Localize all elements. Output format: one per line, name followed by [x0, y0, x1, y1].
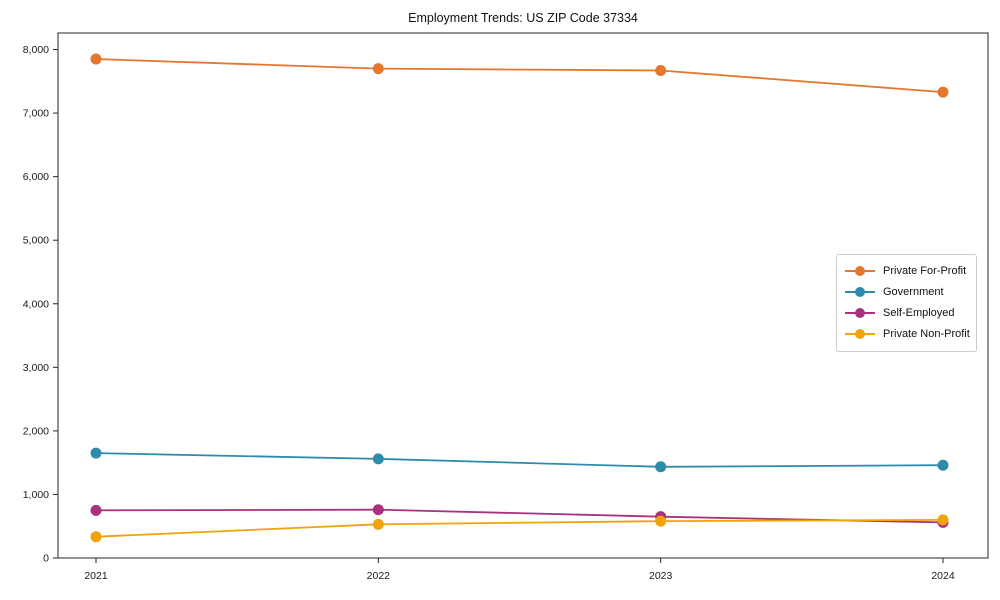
series-point-government: [655, 461, 667, 473]
legend-label: Government: [883, 286, 944, 298]
series-line-government: [95, 452, 944, 468]
series-line-private-non-profit: [95, 518, 944, 538]
legend: Private For-Profit Government Self-Emplo…: [836, 254, 977, 352]
y-axis-tick-label: 8,000: [23, 44, 49, 56]
series-line-self-employed: [95, 508, 944, 524]
y-axis-tick-label: 1,000: [23, 489, 49, 501]
series-point-self-employed: [372, 504, 384, 516]
y-axis-tick-label: 6,000: [23, 171, 49, 183]
legend-item: Government: [845, 282, 968, 302]
series-point-private-for-profit: [655, 65, 667, 76]
legend-item: Private Non-Profit: [845, 324, 970, 344]
series-line-private-for-profit: [95, 58, 944, 94]
series-point-private-non-profit: [655, 515, 667, 527]
x-axis-tick-label: 2022: [367, 570, 391, 582]
legend-item: Private For-Profit: [845, 261, 968, 281]
line-dot-marker-icon: [845, 328, 875, 340]
legend-label: Private Non-Profit: [883, 328, 970, 340]
y-axis-tick-label: 0: [43, 553, 49, 565]
axes-frame: [57, 32, 989, 559]
chart-title: Employment Trends: US ZIP Code 37334: [408, 11, 638, 25]
y-axis-tick-label: 3,000: [23, 362, 49, 374]
series-point-self-employed: [90, 504, 102, 516]
y-axis-tick-label: 5,000: [23, 235, 49, 247]
y-axis-tick-label: 2,000: [23, 425, 49, 437]
y-axis-tick-label: 4,000: [23, 298, 49, 310]
x-axis-tick-label: 2021: [84, 570, 108, 582]
series-point-private-for-profit: [937, 86, 949, 98]
x-axis-tick-label: 2023: [649, 570, 673, 582]
legend-item: Self-Employed: [845, 303, 968, 323]
series-point-private-non-profit: [90, 531, 102, 543]
line-dot-marker-icon: [845, 265, 875, 277]
x-axis-tick-label: 2024: [931, 570, 955, 582]
legend-label: Private For-Profit: [883, 265, 967, 277]
series-point-government: [937, 459, 949, 471]
line-dot-marker-icon: [845, 307, 875, 319]
series-point-private-non-profit: [372, 518, 384, 530]
series-point-government: [90, 447, 102, 459]
y-axis-tick-label: 7,000: [23, 108, 49, 120]
line-dot-marker-icon: [845, 286, 875, 298]
series-point-private-for-profit: [372, 63, 384, 75]
series-point-private-non-profit: [937, 514, 949, 526]
series-point-government: [372, 453, 384, 465]
series-point-private-for-profit: [90, 53, 102, 65]
legend-label: Self-Employed: [883, 307, 955, 319]
